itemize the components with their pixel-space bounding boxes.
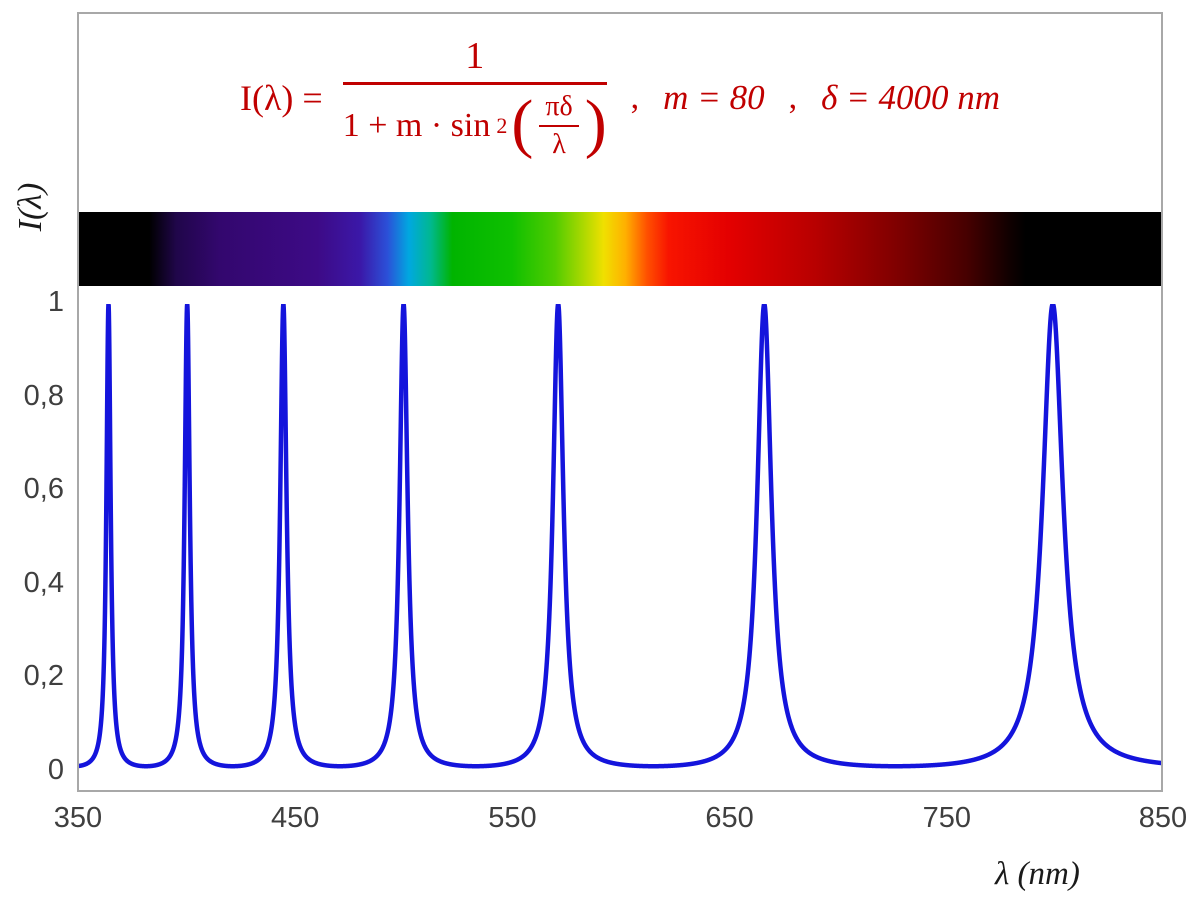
- formula: I(λ) = 1 1 + m · sin 2 ( πδ λ ) , m = 80 …: [79, 34, 1161, 161]
- curve-area: [79, 304, 1161, 772]
- x-tick-650: 650: [705, 802, 754, 834]
- inner-denominator: λ: [552, 129, 566, 160]
- fraction-bar: [342, 82, 607, 85]
- plot-frame: I(λ) = 1 1 + m · sin 2 ( πδ λ ) , m = 80 …: [77, 12, 1163, 792]
- denominator-text: 1 + m · sin: [342, 107, 491, 144]
- spectrum-bar: [79, 212, 1161, 286]
- parameter-delta: δ = 4000 nm: [821, 77, 1000, 117]
- y-tick-0-4: 0,4: [23, 566, 64, 599]
- y-tick-0-2: 0,2: [23, 660, 64, 693]
- x-axis-title: λ (nm): [995, 856, 1080, 892]
- intensity-curve-svg: [79, 304, 1161, 769]
- formula-separator-2: ,: [788, 78, 798, 116]
- y-tick-1: 1: [47, 286, 64, 318]
- inner-fraction: πδ λ: [539, 91, 579, 161]
- left-paren: (: [511, 87, 534, 161]
- x-tick-550: 550: [488, 802, 537, 834]
- x-tick-750: 750: [922, 802, 971, 834]
- inner-numerator: πδ: [545, 91, 573, 122]
- formula-numerator: 1: [465, 35, 485, 77]
- x-tick-350: 350: [53, 802, 103, 834]
- parameter-m: m = 80: [663, 77, 765, 117]
- y-tick-0-6: 0,6: [23, 473, 64, 506]
- formula-lhs: I(λ) =: [240, 77, 323, 118]
- right-paren: ): [584, 87, 607, 161]
- intensity-curve: [79, 304, 1161, 769]
- x-tick-450: 450: [270, 802, 320, 834]
- formula-separator-1: ,: [630, 78, 640, 116]
- inner-fraction-bar: [539, 125, 579, 127]
- y-tick-0-8: 0,8: [23, 379, 64, 412]
- y-axis-title: I(λ): [12, 182, 49, 232]
- denominator-exponent: 2: [496, 113, 508, 138]
- formula-fraction: 1 1 + m · sin 2 ( πδ λ ): [342, 34, 607, 161]
- formula-denominator: 1 + m · sin 2 ( πδ λ ): [343, 85, 607, 161]
- x-tick-850: 850: [1138, 802, 1188, 834]
- y-tick-0: 0: [47, 754, 64, 786]
